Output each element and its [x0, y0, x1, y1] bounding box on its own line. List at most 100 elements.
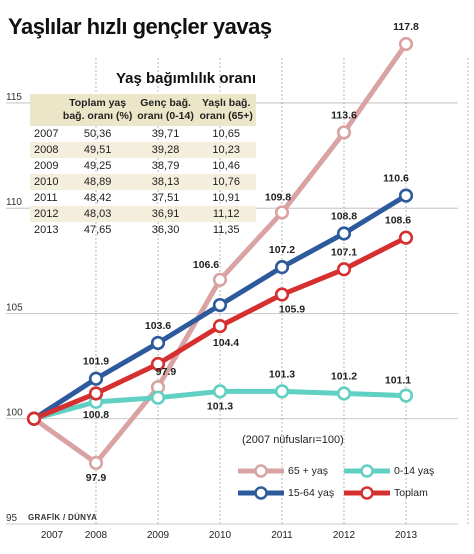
data-point-65-plus [398, 36, 414, 52]
x-tick-label: 2012 [333, 530, 356, 541]
data-label-total: 104.4 [213, 337, 239, 349]
table-cell: 2013 [34, 224, 59, 236]
table-cell: 36,30 [151, 224, 180, 236]
table-cell: 10,23 [196, 142, 256, 158]
legend-label-total: Toplam [394, 487, 428, 499]
data-label-0-14: 101.2 [331, 370, 357, 382]
data-label-15-64: 103.6 [145, 320, 171, 332]
table-title: Yaş bağımlılık oranı [115, 70, 256, 87]
table-cell: 10,46 [212, 160, 240, 172]
table-row: 2010 48,89 38,13 10,76 [30, 174, 256, 190]
legend-item-total: Toplam [344, 486, 428, 500]
legend-item-15-64: 15-64 yaş [238, 486, 334, 500]
data-label-65-plus: 113.6 [331, 109, 357, 121]
legend-item-65-plus: 65 + yaş [238, 464, 328, 478]
y-tick-label: 105 [6, 302, 23, 313]
table-header-old: Yaşlı bağ. oranı (65+) [196, 94, 256, 126]
x-tick-label: 2008 [85, 530, 108, 541]
table-header-year [30, 94, 61, 126]
table-cell: 10,76 [196, 174, 256, 190]
data-label-0-14: 100.8 [83, 409, 109, 421]
table-cell: 2010 [30, 174, 61, 190]
table-cell: 47,65 [83, 224, 112, 236]
table-cell: 37,51 [151, 192, 180, 204]
legend-label-0-14: 0-14 yaş [394, 465, 435, 477]
table-row: 2013 47,65 36,30 11,35 [30, 222, 256, 238]
data-point-0-14 [398, 388, 414, 403]
legend-swatch-total [344, 486, 390, 500]
table-cell: 2007 [34, 128, 59, 140]
table-cell: 11,35 [212, 224, 240, 236]
x-tick-label: 2011 [271, 530, 293, 541]
data-point-65-plus [88, 455, 104, 471]
data-point-15-64 [336, 226, 352, 241]
data-point-total [150, 356, 166, 372]
data-point-0-14 [274, 384, 290, 399]
table-cell: 39,71 [151, 128, 180, 140]
data-point-15-64 [212, 297, 228, 313]
table-row: 2007 50,36 39,71 10,65 [30, 126, 256, 142]
legend-item-0-14: 0-14 yaş [344, 464, 434, 478]
x-tick-label: 2009 [147, 530, 170, 541]
table-cell: 39,28 [134, 142, 197, 158]
data-point-15-64 [274, 260, 290, 275]
data-label-total: 108.6 [385, 215, 411, 227]
data-label-65-plus: 106.6 [193, 259, 219, 271]
page-title: Yaşlılar hızlı gençler yavaş [8, 14, 272, 39]
data-label-0-14: 101.3 [269, 368, 295, 380]
table-cell: 49,51 [60, 142, 135, 158]
data-point-0-14 [150, 390, 166, 405]
data-point-total [88, 386, 104, 401]
table-row: 2012 48,03 36,91 11,12 [30, 206, 256, 222]
data-label-15-64: 108.8 [331, 210, 357, 222]
table-header-young: Genç bağ. oranı (0-14) [134, 94, 197, 126]
table-cell: 2011 [34, 192, 58, 204]
legend-swatch-15-64 [238, 486, 284, 500]
data-point-total [274, 287, 290, 302]
data-label-total: 107.1 [331, 246, 357, 258]
data-point-total [26, 411, 42, 426]
data-point-total [336, 262, 352, 277]
table-cell: 2012 [30, 206, 61, 222]
legend-label-65-plus: 65 + yaş [288, 465, 328, 477]
data-label-65-plus: 97.9 [86, 472, 107, 484]
x-tick-label: 2010 [209, 530, 232, 541]
y-tick-label: 95 [6, 513, 18, 524]
table-cell: 38,13 [134, 174, 197, 190]
table-cell: 11,12 [196, 206, 256, 222]
table-cell: 48,89 [60, 174, 135, 190]
table-cell: 50,36 [83, 128, 112, 140]
data-point-15-64 [88, 371, 104, 386]
table-cell: 36,91 [134, 206, 197, 222]
table-row: 2011 48,42 37,51 10,91 [30, 190, 256, 206]
table-cell: 10,91 [212, 192, 240, 204]
data-point-0-14 [336, 386, 352, 401]
data-label-15-64: 107.2 [269, 244, 295, 256]
y-tick-label: 110 [6, 197, 22, 208]
table-cell: 2009 [34, 160, 59, 172]
credit: GRAFİK / DÜNYA [28, 513, 98, 522]
data-point-65-plus [274, 205, 290, 220]
table-header-row: Toplam yaş bağ. oranı (%) Genç bağ. oran… [30, 94, 256, 126]
legend-swatch-65-plus [238, 464, 284, 478]
data-point-0-14 [212, 384, 228, 399]
table-header-total: Toplam yaş bağ. oranı (%) [60, 94, 135, 126]
legend-label-15-64: 15-64 yaş [288, 487, 335, 499]
series-lines [26, 36, 414, 471]
table-cell: 48,03 [60, 206, 135, 222]
data-point-total [212, 319, 228, 334]
data-point-15-64 [150, 335, 166, 351]
data-label-15-64: 110.6 [383, 173, 409, 185]
table-row: 2008 49,51 39,28 10,23 [30, 142, 256, 158]
data-point-65-plus [212, 272, 228, 287]
data-point-total [398, 230, 414, 245]
data-label-0-14: 101.3 [207, 400, 233, 412]
y-tick-label: 100 [6, 408, 23, 419]
legend-swatch-0-14 [344, 464, 390, 478]
data-label-15-64: 101.9 [83, 356, 109, 368]
y-tick-label: 115 [6, 92, 22, 103]
data-label-65-plus: 109.8 [265, 191, 291, 203]
data-point-65-plus [336, 125, 352, 140]
